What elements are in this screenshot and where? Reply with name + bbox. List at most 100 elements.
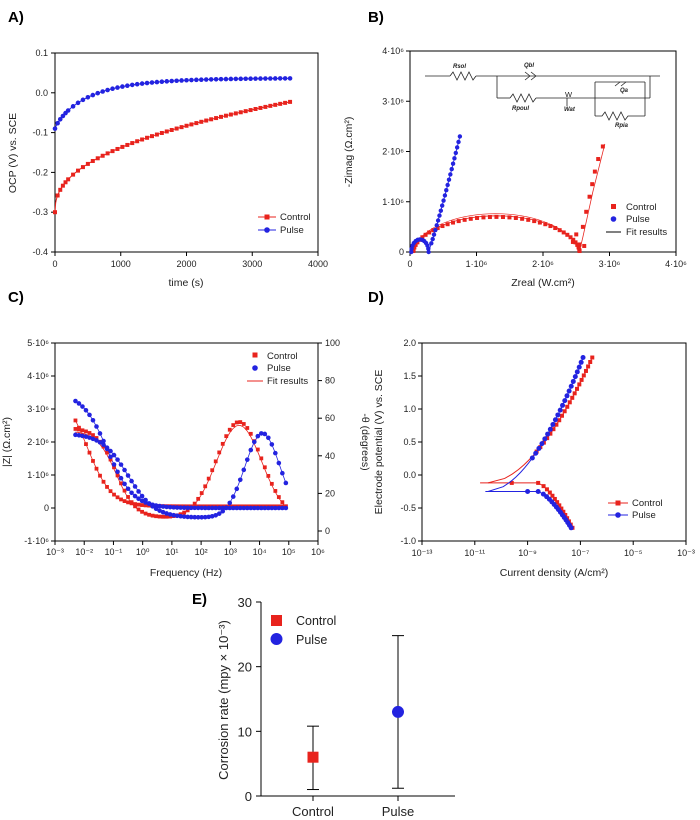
y-tick-label: 30 — [238, 595, 252, 610]
pulse-point — [441, 198, 446, 203]
control-point — [577, 249, 582, 254]
control-point — [557, 418, 562, 423]
pulse-point — [572, 374, 578, 380]
control-point — [557, 503, 562, 508]
legend-pulse-label: Pulse — [267, 363, 291, 374]
pulse-point — [100, 89, 105, 94]
pulse-point — [95, 90, 101, 96]
legend-control-marker — [252, 352, 258, 358]
pulse-z-point — [108, 454, 113, 460]
pulse-theta-point — [230, 494, 236, 499]
pulse-theta-point — [209, 513, 215, 519]
control-theta-point — [157, 514, 162, 519]
pulse-point — [426, 249, 431, 255]
pulse-theta-point — [255, 433, 261, 439]
control-point — [58, 187, 63, 192]
y-tick-label: 2·10⁶ — [382, 147, 404, 157]
pulse-z-point — [276, 505, 282, 511]
y-tick-label: -1.0 — [400, 536, 416, 546]
panel-c-x-ticks: 10⁻³ 10⁻² 10⁻¹ 10⁰ 10¹ 10² 10³ 10⁴ 10⁵ 10⁶ — [46, 541, 325, 557]
pulse-point — [529, 455, 535, 461]
control-point — [526, 217, 531, 222]
pulse-point — [445, 182, 450, 188]
pulse-theta-point — [157, 508, 162, 513]
y-tick-label: 0 — [44, 503, 49, 513]
pulse-point — [457, 134, 463, 139]
pulse-theta-point — [122, 467, 127, 473]
control-point — [572, 391, 577, 396]
pulse-theta-point — [178, 513, 183, 519]
pulse-point — [134, 81, 140, 87]
panel-e-ylabel: Corrosion rate (mpy × 10⁻³) — [216, 620, 231, 780]
pulse-point — [560, 402, 566, 408]
control-theta-point — [266, 473, 271, 478]
x-tick-label: 10² — [195, 547, 208, 557]
pulse-theta-point — [90, 436, 96, 442]
pulse-point — [555, 412, 561, 418]
control-z-point — [119, 497, 123, 502]
pulse-z-point — [129, 490, 134, 496]
control-z-fit — [75, 420, 286, 507]
pulse-point — [533, 450, 539, 456]
pulse-z-point — [118, 475, 124, 481]
control-point — [283, 100, 288, 105]
pulse-point — [448, 172, 453, 177]
pulse-point — [65, 108, 71, 113]
control-theta-point — [255, 447, 260, 452]
pulse-theta-point — [262, 431, 268, 437]
control-theta-point — [161, 514, 166, 519]
control-z-point — [94, 466, 99, 471]
control-theta-point — [91, 433, 95, 438]
control-point — [53, 210, 57, 215]
control-point — [110, 149, 115, 154]
control-point — [583, 368, 588, 373]
pulse-z-point — [171, 505, 176, 510]
pulse-z-point — [283, 505, 289, 511]
control-theta-point — [115, 473, 120, 478]
control-point — [85, 161, 90, 166]
panel-c-y2label: -θ (degrees) — [359, 413, 371, 470]
pulse-point — [542, 436, 548, 442]
pulse-theta-point — [139, 493, 145, 499]
panel-a-legend: Control Pulse — [258, 212, 311, 236]
pulse-point — [154, 79, 160, 85]
control-theta-point — [224, 434, 229, 439]
pulse-point — [139, 81, 145, 86]
control-point — [412, 245, 417, 250]
control-theta-point — [112, 465, 116, 470]
pulse-point — [562, 398, 568, 404]
control-point — [543, 222, 548, 227]
legend-control-label: Control — [267, 351, 298, 362]
pulse-point — [105, 87, 110, 93]
pulse-point — [213, 76, 219, 82]
control-point — [413, 242, 418, 247]
pulse-point — [438, 208, 444, 213]
pulse-point — [248, 76, 253, 81]
pulse-point — [454, 145, 460, 150]
y-tick-label: 0.0 — [35, 88, 48, 98]
pulse-z-point — [248, 505, 254, 511]
pulse-line — [54, 77, 292, 129]
pulse-z-point — [167, 504, 173, 510]
control-theta-point — [248, 431, 253, 436]
pulse-z-point — [90, 417, 96, 423]
pulse-point — [409, 249, 414, 255]
control-point — [273, 102, 278, 107]
pulse-theta-point — [192, 514, 197, 520]
control-point — [541, 484, 546, 489]
control-point — [95, 156, 100, 161]
control-theta-point — [234, 420, 239, 425]
panel-c-pulse-series — [73, 398, 289, 520]
circuit-label-wat: Wat — [564, 107, 576, 113]
control-point — [140, 137, 145, 142]
control-line — [54, 101, 292, 213]
control-point — [263, 104, 268, 109]
pulse-theta-point — [202, 514, 208, 520]
control-theta-point — [154, 514, 159, 519]
equivalent-circuit-inset: Rsol Qbl Rpoul W Wat Qa Rpia — [425, 63, 660, 129]
legend-control-label: Control — [632, 498, 663, 509]
control-z-point — [115, 495, 120, 500]
y-tick-label: 1.0 — [403, 404, 416, 414]
pulse-z-point — [206, 505, 212, 511]
y-tick-label: -0.4 — [32, 247, 48, 257]
